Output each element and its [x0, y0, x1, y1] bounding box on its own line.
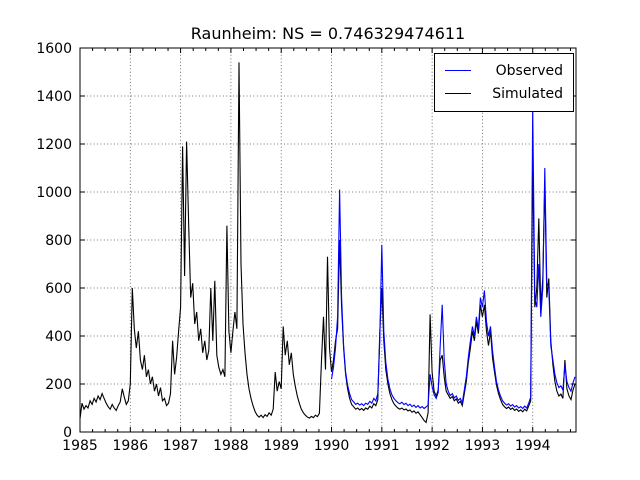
observed-line-sample [445, 70, 471, 71]
series-observed [330, 107, 576, 410]
y-tick-label: 400 [45, 329, 72, 345]
legend: Observed Simulated [434, 53, 574, 112]
x-tick-label: 1990 [314, 438, 350, 454]
y-tick-label: 1600 [36, 41, 72, 57]
legend-entry-simulated: Simulated [445, 82, 563, 105]
y-tick-label: 1000 [36, 185, 72, 201]
x-tick-label: 1993 [465, 438, 501, 454]
y-tick-label: 1200 [36, 137, 72, 153]
observed-label: Observed [495, 62, 563, 79]
y-tick-label: 800 [45, 233, 72, 249]
legend-entry-observed: Observed [445, 59, 563, 82]
y-tick-label: 1400 [36, 89, 72, 105]
x-tick-label: 1987 [163, 438, 199, 454]
x-tick-label: 1994 [515, 438, 551, 454]
x-tick-label: 1992 [414, 438, 450, 454]
y-tick-label: 0 [63, 425, 72, 441]
chart-title: Raunheim: NS = 0.746329474611 [190, 24, 466, 43]
simulated-label: Simulated [492, 85, 563, 102]
x-tick-label: 1988 [213, 438, 249, 454]
x-tick-label: 1986 [112, 438, 148, 454]
x-tick-label: 1989 [263, 438, 299, 454]
x-tick-label: 1991 [364, 438, 400, 454]
y-tick-label: 200 [45, 377, 72, 393]
simulated-line-sample [445, 93, 471, 94]
y-tick-label: 600 [45, 281, 72, 297]
series-simulated [80, 62, 576, 424]
x-tick-label: 1985 [62, 438, 98, 454]
